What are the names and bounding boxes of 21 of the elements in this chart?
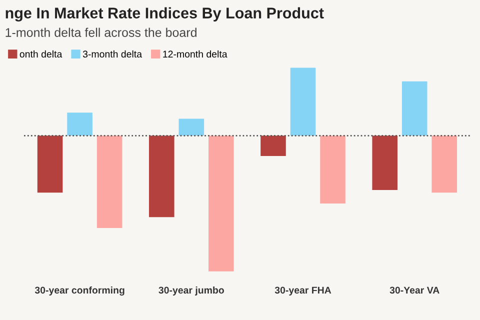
x-tick-label: 30-Year VA <box>390 286 440 294</box>
bar <box>320 136 346 204</box>
legend-label: 12-month delta <box>163 50 228 58</box>
bar <box>148 136 174 218</box>
bar <box>290 68 316 136</box>
bar <box>67 112 92 136</box>
chart-title: nge In Market Rate Indices By Loan Product <box>6 7 324 22</box>
bar <box>37 136 63 193</box>
bar <box>402 81 428 136</box>
bar <box>260 136 286 156</box>
legend-label: onth delta <box>20 50 62 58</box>
legend-label: 3-month delta <box>82 50 142 58</box>
x-tick-label: 30-year jumbo <box>158 286 224 296</box>
bar <box>432 136 458 193</box>
x-tick-label: 30-year conforming <box>34 286 124 296</box>
bar <box>208 136 234 272</box>
chart-subtitle: 1-month delta fell across the board <box>6 28 196 37</box>
bar <box>96 136 122 228</box>
bar <box>178 118 204 136</box>
x-tick-label: 30-year FHA <box>274 286 332 296</box>
bar <box>372 136 398 190</box>
